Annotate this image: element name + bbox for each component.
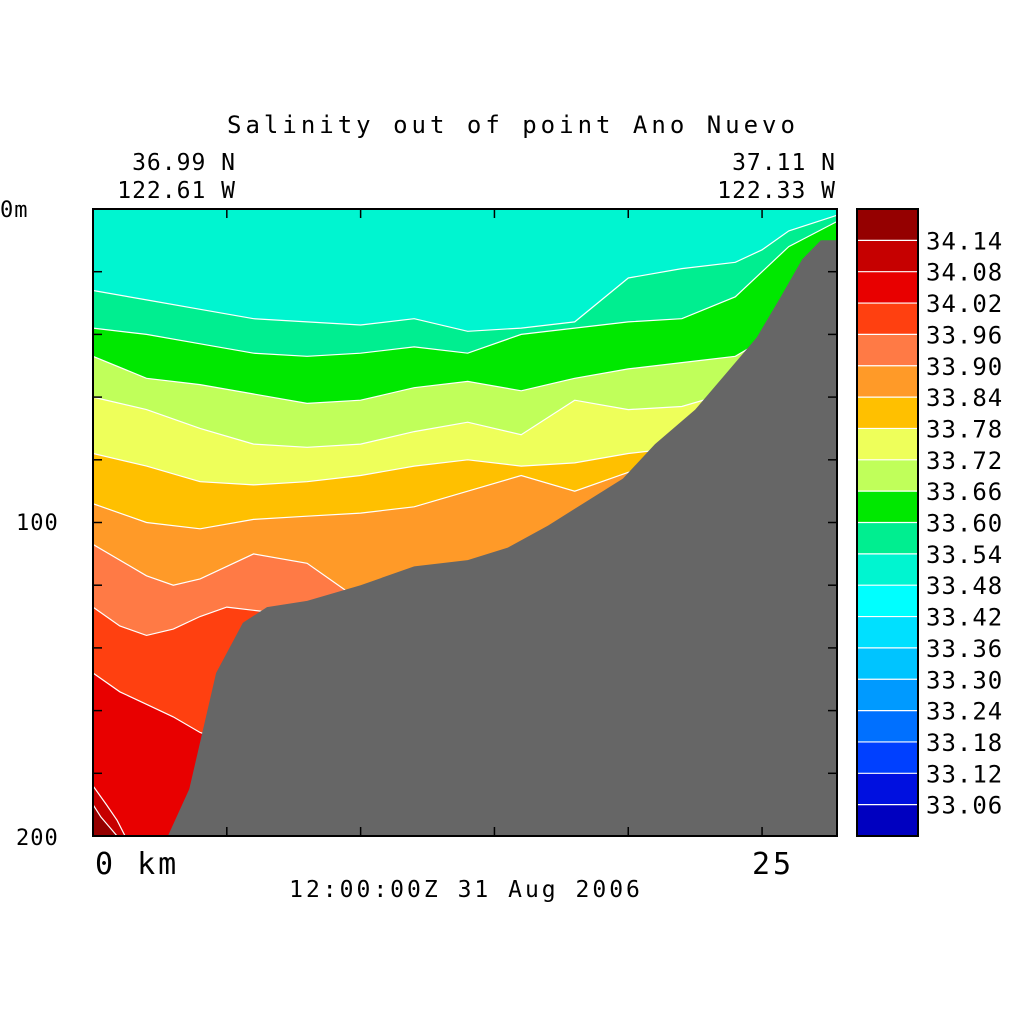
colorbar-label: 33.90 — [926, 353, 1003, 381]
colorbar-label: 33.60 — [926, 510, 1003, 538]
colorbar-swatch — [857, 334, 918, 367]
colorbar-swatch — [857, 741, 918, 774]
colorbar-swatch — [857, 459, 918, 492]
timestamp-label: 12:00:00Z 31 Aug 2006 — [289, 877, 643, 903]
colorbar-label: 33.18 — [926, 729, 1003, 757]
colorbar-swatch — [857, 491, 918, 524]
colorbar-swatch — [857, 585, 918, 618]
colorbar-swatch — [857, 647, 918, 680]
colorbar-swatch — [857, 303, 918, 335]
colorbar-swatch — [857, 209, 918, 241]
colorbar-label: 33.78 — [926, 416, 1003, 444]
start-lon-label: 122.61 W — [117, 178, 236, 204]
colorbar-label: 33.12 — [926, 760, 1003, 788]
colorbar-swatch — [857, 616, 918, 649]
colorbar-swatch — [857, 397, 918, 430]
colorbar-label: 33.06 — [926, 792, 1003, 820]
colorbar-frame — [856, 208, 919, 837]
x-tick-label-0: 0 km — [95, 847, 179, 882]
colorbar-swatch — [857, 553, 918, 586]
colorbar-swatch — [857, 773, 918, 806]
start-lat-label: 36.99 N — [132, 150, 236, 176]
colorbar-label: 33.54 — [926, 541, 1003, 569]
colorbar-label: 33.30 — [926, 666, 1003, 694]
colorbar: 34.14 34.08 34.02 33.96 33.90 33.84 33.78 33.72… — [856, 208, 1003, 837]
x-tick-label-25: 25 — [752, 847, 794, 882]
plot-area — [93, 209, 837, 836]
y-axis-top-label: 0m — [0, 198, 29, 223]
colorbar-label: 33.48 — [926, 572, 1003, 600]
colorbar-swatch — [857, 428, 918, 461]
colorbar-swatch — [857, 365, 918, 398]
y-tick-label-100: 100 — [16, 511, 59, 536]
colorbar-swatch — [857, 710, 918, 743]
plot-frame — [92, 208, 838, 837]
colorbar-swatch — [857, 804, 918, 837]
seabed — [167, 240, 837, 836]
colorbar-label: 34.14 — [926, 227, 1003, 255]
colorbar-swatch — [857, 240, 918, 273]
colorbar-label: 33.42 — [926, 604, 1003, 632]
salinity-layer-34-14 — [93, 803, 119, 836]
colorbar-label: 33.72 — [926, 447, 1003, 475]
end-lat-label: 37.11 N — [732, 150, 836, 176]
colorbar-label: 33.66 — [926, 478, 1003, 506]
colorbar-swatch — [857, 522, 918, 555]
chart-title: Salinity out of point Ano Nuevo — [227, 111, 799, 139]
y-tick-label-200: 200 — [16, 826, 59, 851]
colorbar-label: 33.36 — [926, 635, 1003, 663]
colorbar-label: 33.24 — [926, 698, 1003, 726]
colorbar-swatch — [857, 271, 918, 304]
colorbar-label: 33.96 — [926, 321, 1003, 349]
colorbar-swatch — [857, 679, 918, 712]
colorbar-label: 33.84 — [926, 384, 1003, 412]
end-lon-label: 122.33 W — [717, 178, 836, 204]
colorbar-label: 34.08 — [926, 259, 1003, 287]
colorbar-label: 34.02 — [926, 290, 1003, 318]
